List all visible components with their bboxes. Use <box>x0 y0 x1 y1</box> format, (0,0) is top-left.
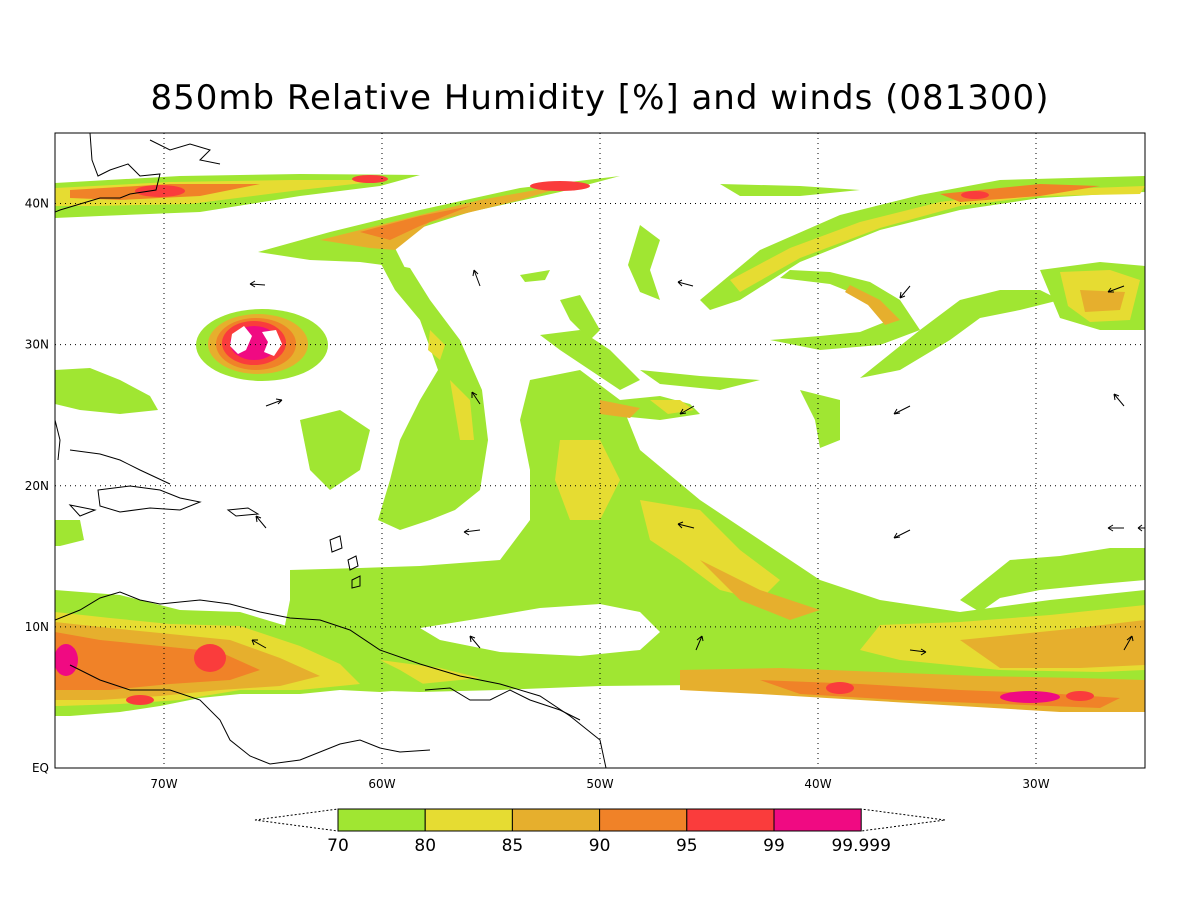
wind-arrow <box>893 405 911 415</box>
colorbar-swatch <box>424 808 513 832</box>
wind-arrow <box>249 280 266 288</box>
wind-arrow <box>1107 524 1124 532</box>
wind-arrow <box>899 285 911 299</box>
colorbar-label: 90 <box>589 836 611 856</box>
wind-arrow <box>1137 524 1145 532</box>
coastline-venezuela-interior <box>69 664 431 765</box>
humidity-tongue-central <box>300 262 488 530</box>
coastline-south-america <box>55 591 607 768</box>
wind-arrow <box>1107 285 1125 293</box>
lon-tick-label: 30W <box>1022 777 1049 791</box>
wind-arrow <box>677 279 694 287</box>
lat-tick-label: 30N <box>25 338 49 352</box>
coastline-jamaica <box>68 504 97 517</box>
wind-arrow <box>1113 393 1125 407</box>
coastlines <box>55 133 607 768</box>
lat-tick-label: 40N <box>25 197 49 211</box>
humidity-hurricane <box>196 309 328 381</box>
humidity-swirls-northeast <box>628 176 1145 612</box>
wind-arrow <box>255 515 267 529</box>
humidity-fields <box>55 174 1145 716</box>
colorbar-left-extension <box>254 808 339 832</box>
humidity-band-diagonal <box>258 176 620 268</box>
wind-arrow <box>471 391 481 405</box>
coastline-north-america <box>55 133 161 213</box>
colorbar-label: 99.999 <box>831 836 890 856</box>
colorbar-label: 70 <box>327 836 349 856</box>
colorbar: 70 80 85 90 95 99 99.999 <box>254 808 946 856</box>
wind-arrow <box>265 398 283 407</box>
wind-arrow <box>677 521 695 529</box>
coastline-cuba <box>69 449 171 485</box>
lon-tick-label: 70W <box>150 777 177 791</box>
lon-tick-label: 60W <box>368 777 395 791</box>
lon-tick-label: 40W <box>804 777 831 791</box>
coastline-florida <box>55 419 61 461</box>
coastline-puerto-rico <box>226 507 260 517</box>
colorbar-swatch <box>511 808 601 832</box>
lat-tick-label: 20N <box>25 479 49 493</box>
colorbar-swatch <box>599 808 688 832</box>
colorbar-label: 99 <box>763 836 785 856</box>
wind-arrow <box>909 648 927 656</box>
lat-tick-label: EQ <box>32 761 49 775</box>
coastline-lesser-antilles <box>329 535 361 589</box>
wind-arrow <box>1123 635 1134 651</box>
humidity-band-northwest <box>55 174 420 218</box>
lat-tick-label: 10N <box>25 620 49 634</box>
wind-arrow <box>463 528 481 536</box>
wind-arrow <box>472 269 481 287</box>
colorbar-swatch <box>686 808 775 832</box>
wind-arrow <box>695 635 704 651</box>
wind-arrow <box>251 639 267 649</box>
coastline-guianas <box>424 687 581 721</box>
wind-arrow <box>679 405 695 415</box>
wind-vectors <box>249 269 1145 656</box>
lat-tick-labels: EQ 10N 20N 30N 40N <box>25 197 49 775</box>
colorbar-label: 95 <box>676 836 698 856</box>
colorbar-label: 80 <box>414 836 436 856</box>
wind-arrow <box>469 635 481 649</box>
coastline-hispaniola <box>97 485 202 513</box>
coastline-nova-scotia <box>149 139 221 165</box>
lon-tick-labels: 70W 60W 50W 40W 30W <box>150 777 1049 791</box>
humidity-patch-west <box>55 368 158 546</box>
colorbar-swatch <box>773 808 862 832</box>
map-frame <box>54 132 1146 769</box>
colorbar-right-extension <box>860 808 946 832</box>
wind-arrow <box>893 529 911 539</box>
colorbar-label: 85 <box>502 836 524 856</box>
lon-tick-label: 50W <box>586 777 613 791</box>
colorbar-swatch <box>337 808 426 832</box>
map-grid <box>55 133 1145 768</box>
map-title: 850mb Relative Humidity [%] and winds (0… <box>150 78 1050 118</box>
humidity-region-southwest <box>55 590 430 716</box>
